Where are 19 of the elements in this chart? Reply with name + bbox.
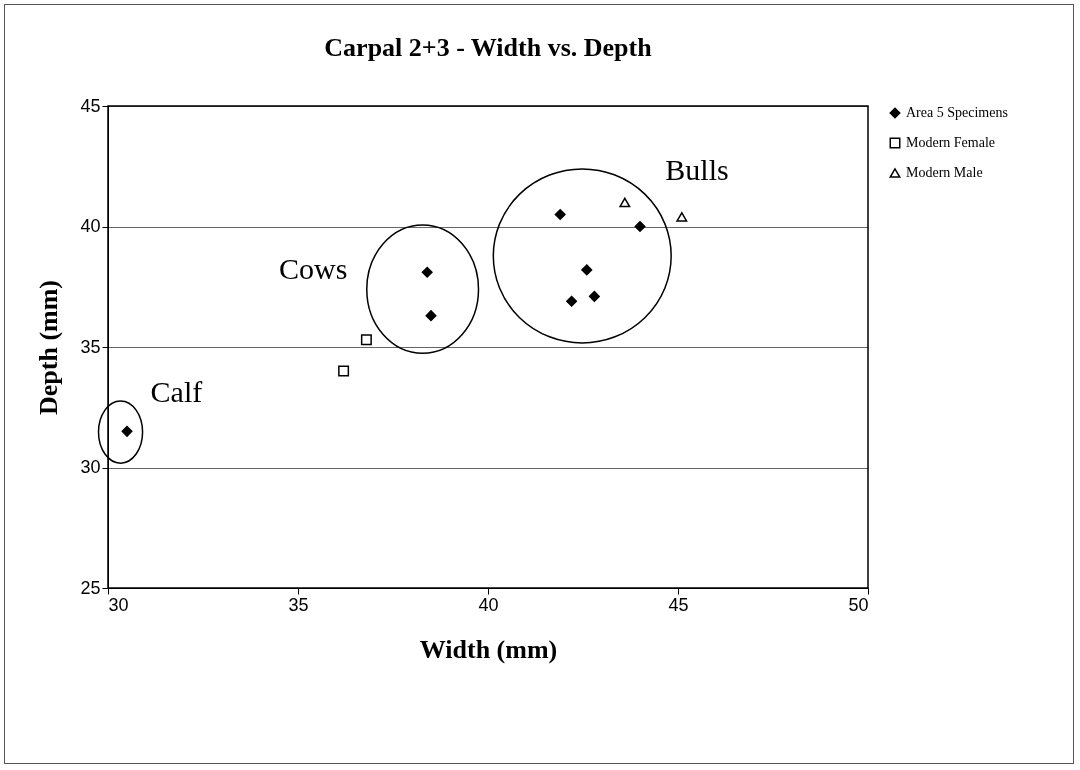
x-tick-label: 45 [668, 594, 689, 615]
x-axis-title: Width (mm) [419, 634, 558, 664]
x-tick-label: 40 [478, 594, 499, 615]
annotation: Bulls [665, 153, 729, 187]
legend-label: Modern Female [906, 135, 996, 150]
x-tick-label: 30 [108, 594, 129, 615]
annotation: Cows [279, 251, 348, 285]
legend-label: Modern Male [906, 165, 983, 180]
y-axis-title: Depth (mm) [34, 279, 64, 416]
y-tick-label: 40 [80, 216, 101, 236]
y-tick-label: 25 [80, 577, 101, 598]
chart-title: Carpal 2+3 - Width vs. Depth [324, 33, 653, 62]
annotation: Calf [150, 374, 203, 408]
legend-label: Area 5 Specimens [906, 105, 1008, 120]
y-tick-label: 35 [80, 336, 101, 357]
x-tick-label: 35 [288, 594, 309, 615]
y-tick-label: 45 [80, 95, 101, 116]
x-tick-label: 50 [848, 594, 869, 615]
y-tick-label: 30 [80, 457, 101, 477]
